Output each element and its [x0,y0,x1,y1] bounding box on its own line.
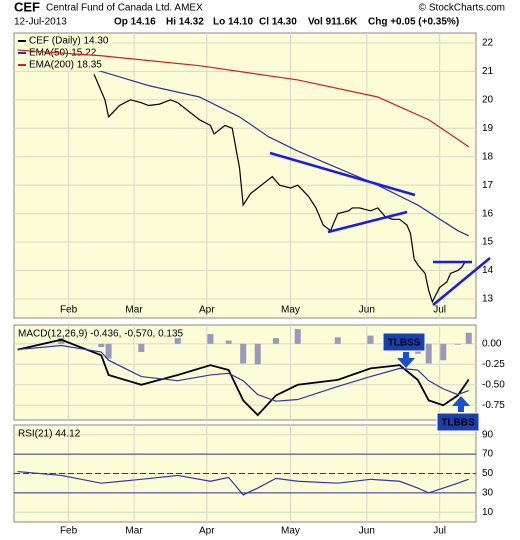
y-tick-label: 16 [482,208,494,219]
x-tick-label: Apr [199,305,215,316]
low: Lo 14.10 [213,17,253,28]
histogram-bar [207,334,214,344]
histogram-bar [465,332,472,344]
volume: Vol 911.6K [308,17,358,28]
x-tick-label: Jun [359,526,375,537]
trend-line [432,257,491,306]
histogram-bar [440,343,447,361]
y-tick-label: 18 [482,151,494,162]
histogram-bar [98,343,105,348]
annotation-box [436,412,480,432]
y-tick-label: -0.25 [482,359,505,370]
y-tick-label: 70 [482,449,494,460]
arrow [397,352,415,368]
histogram-bar [454,343,461,345]
x-tick-label: Feb [60,526,78,537]
series-line [17,49,470,148]
histogram-bar [225,340,232,344]
series-line [93,74,466,304]
x-tick-label: Jun [359,305,375,316]
panel-title: RSI(21) 44.12 [18,429,81,440]
histogram-bar [138,343,145,353]
panel-title: MACD(12,26,9) -0.436, -0.570, 0.135 [18,329,184,340]
legend-entry: EMA(200) 18.35 [29,60,102,71]
legend-background [16,59,112,71]
annotation-box [382,332,426,352]
histogram-bar [58,338,65,344]
y-tick-label: 14 [482,265,494,276]
y-tick-label: 22 [482,38,494,49]
y-tick-label: 21 [482,66,494,77]
x-tick-label: Mar [125,305,143,316]
histogram-bar [294,329,301,344]
date: 12-Jul-2013 [14,17,67,28]
series-line [17,48,469,237]
histogram-bar [105,343,112,359]
y-tick-label: 15 [482,237,494,248]
y-tick-label: -0.50 [482,379,505,390]
histogram-bar [334,337,341,344]
histogram-bar [174,338,181,344]
annotation: TLBSS [388,338,421,349]
series-line [17,338,470,417]
company-name: Central Fund of Canada Ltd. AMEX [46,3,203,14]
histogram-bar [240,343,247,364]
histogram-bar [254,343,261,365]
arrow [452,396,470,412]
annotation: TLBBS [441,418,475,429]
x-tick-label: May [281,526,300,537]
series-line [17,470,469,496]
close: Cl 14.30 [259,17,297,28]
trend-line [327,210,408,234]
trend-line [269,151,416,197]
legend-background [16,35,112,47]
open: Op 14.16 [114,17,156,28]
high: Hi 14.32 [166,17,204,28]
y-tick-label: 20 [482,94,494,105]
histogram-bar [425,343,432,364]
x-tick-label: Jul [433,526,446,537]
y-tick-label: 17 [482,180,494,191]
x-tick-label: Apr [199,526,215,537]
y-tick-label: 19 [482,123,494,134]
y-tick-label: -0.75 [482,400,505,411]
histogram-bar [272,338,279,344]
series-line [17,344,469,402]
x-tick-label: Feb [60,305,78,316]
histogram-bar [367,335,374,344]
panel [13,32,477,319]
y-tick-label: 50 [482,468,494,479]
y-tick-label: 30 [482,488,494,499]
y-tick-label: 10 [482,507,494,518]
x-tick-label: Mar [125,526,143,537]
change: Chg +0.05 (+0.35%) [368,17,459,28]
source: © StockCharts.com [419,3,505,14]
symbol: CEF [14,0,40,14]
y-tick-label: 90 [482,429,494,440]
y-tick-label: 13 [482,294,494,305]
legend-entry: CEF (Daily) 14.30 [29,36,109,47]
x-tick-label: Jul [433,305,446,316]
y-tick-label: 0.00 [482,338,502,349]
x-tick-label: May [281,305,300,316]
